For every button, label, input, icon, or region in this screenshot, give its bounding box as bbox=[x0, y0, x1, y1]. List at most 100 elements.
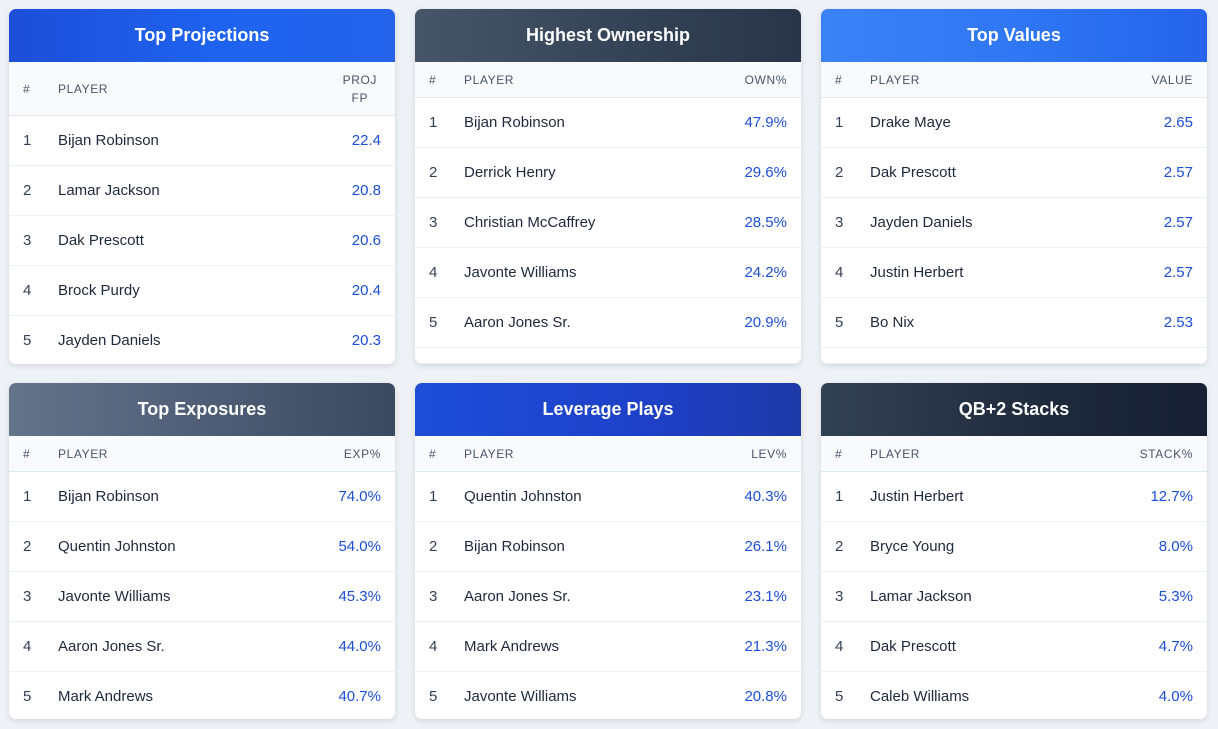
table-row: 1 Bijan Robinson 22.4 bbox=[9, 116, 395, 166]
column-header-value-line1: PROJ bbox=[342, 72, 377, 87]
value-cell: 20.6 bbox=[351, 232, 381, 249]
player-cell: Aaron Jones Sr. bbox=[58, 638, 165, 655]
value-cell: 29.6% bbox=[744, 164, 787, 181]
player-cell: Caleb Williams bbox=[870, 688, 970, 705]
rank-cell: 3 bbox=[23, 232, 32, 249]
player-cell: Bijan Robinson bbox=[464, 538, 565, 555]
rank-cell: 4 bbox=[23, 638, 32, 655]
column-header-player: PLAYER bbox=[870, 446, 921, 461]
player-cell: Dak Prescott bbox=[870, 638, 956, 655]
column-header-value: EXP% bbox=[343, 446, 381, 461]
table-row: 5 Aaron Jones Sr. 20.9% bbox=[415, 298, 801, 348]
value-cell: 40.7% bbox=[338, 688, 381, 705]
table-body: 1 Justin Herbert 12.7% 2 Bryce Young 8.0… bbox=[821, 472, 1207, 719]
column-header-player: PLAYER bbox=[464, 446, 515, 461]
card-title: Highest Ownership bbox=[415, 9, 801, 62]
player-cell: Dak Prescott bbox=[58, 232, 144, 249]
value-cell: 20.4 bbox=[351, 282, 381, 299]
table-row: 5 Javonte Williams 20.8% bbox=[415, 672, 801, 719]
rank-cell: 1 bbox=[835, 488, 844, 505]
table-row: 4 Brock Purdy 20.4 bbox=[9, 266, 395, 316]
dashboard-grid: Top Projections # PLAYER PROJ FP 1 Bijan… bbox=[9, 9, 1207, 719]
player-cell: Aaron Jones Sr. bbox=[464, 314, 571, 331]
rank-cell: 5 bbox=[835, 314, 844, 331]
card-title: Top Projections bbox=[9, 9, 395, 62]
player-cell: Aaron Jones Sr. bbox=[464, 588, 571, 605]
column-header-rank: # bbox=[429, 72, 437, 87]
table-row: 2 Derrick Henry 29.6% bbox=[415, 148, 801, 198]
value-cell: 5.3% bbox=[1158, 588, 1193, 605]
table-row: 2 Dak Prescott 2.57 bbox=[821, 148, 1207, 198]
rank-cell: 5 bbox=[835, 688, 844, 705]
player-cell: Javonte Williams bbox=[58, 588, 171, 605]
table-header: # PLAYER OWN% bbox=[415, 62, 801, 98]
table-row: 4 Mark Andrews 21.3% bbox=[415, 622, 801, 672]
value-cell: 2.65 bbox=[1163, 114, 1193, 131]
value-cell: 20.8% bbox=[744, 688, 787, 705]
card-title: Top Exposures bbox=[9, 383, 395, 436]
rank-cell: 2 bbox=[835, 538, 844, 555]
column-header-rank: # bbox=[835, 446, 843, 461]
table-row: 3 Aaron Jones Sr. 23.1% bbox=[415, 572, 801, 622]
value-cell: 23.1% bbox=[744, 588, 787, 605]
column-header-player: PLAYER bbox=[464, 72, 515, 87]
table-row: 2 Bijan Robinson 26.1% bbox=[415, 522, 801, 572]
card-top-values: Top Values # PLAYER VALUE 1 Drake Maye 2… bbox=[821, 9, 1207, 364]
column-header-player: PLAYER bbox=[870, 72, 921, 87]
player-cell: Brock Purdy bbox=[58, 282, 140, 299]
value-cell: 22.4 bbox=[351, 132, 381, 149]
value-cell: 40.3% bbox=[744, 488, 787, 505]
table-row: 5 Mark Andrews 40.7% bbox=[9, 672, 395, 719]
table-header: # PLAYER LEV% bbox=[415, 436, 801, 472]
table-row: 4 Justin Herbert 2.57 bbox=[821, 248, 1207, 298]
column-header-rank: # bbox=[835, 72, 843, 87]
column-header-value: PROJ FP bbox=[343, 71, 395, 107]
rank-cell: 1 bbox=[429, 114, 438, 131]
value-cell: 28.5% bbox=[744, 214, 787, 231]
rank-cell: 4 bbox=[835, 264, 844, 281]
rank-cell: 3 bbox=[429, 214, 438, 231]
column-header-value: LEV% bbox=[751, 446, 787, 461]
rank-cell: 2 bbox=[23, 182, 32, 199]
player-cell: Drake Maye bbox=[870, 114, 951, 131]
column-header-rank: # bbox=[23, 446, 31, 461]
rank-cell: 3 bbox=[429, 588, 438, 605]
rank-cell: 1 bbox=[429, 488, 438, 505]
table-row: 5 Caleb Williams 4.0% bbox=[821, 672, 1207, 719]
player-cell: Justin Herbert bbox=[870, 488, 964, 505]
table-row: 4 Aaron Jones Sr. 44.0% bbox=[9, 622, 395, 672]
card-title: QB+2 Stacks bbox=[821, 383, 1207, 436]
value-cell: 4.7% bbox=[1158, 638, 1193, 655]
player-cell: Lamar Jackson bbox=[870, 588, 972, 605]
rank-cell: 1 bbox=[23, 132, 32, 149]
rank-cell: 4 bbox=[429, 264, 438, 281]
value-cell: 2.57 bbox=[1163, 164, 1193, 181]
table-row: 3 Dak Prescott 20.6 bbox=[9, 216, 395, 266]
value-cell: 2.53 bbox=[1163, 314, 1193, 331]
column-header-value: STACK% bbox=[1139, 446, 1193, 461]
table-body: 1 Quentin Johnston 40.3% 2 Bijan Robinso… bbox=[415, 472, 801, 719]
rank-cell: 3 bbox=[835, 214, 844, 231]
table-row: 1 Bijan Robinson 74.0% bbox=[9, 472, 395, 522]
rank-cell: 4 bbox=[429, 638, 438, 655]
player-cell: Javonte Williams bbox=[464, 264, 577, 281]
column-header-value: OWN% bbox=[744, 72, 787, 87]
rank-cell: 2 bbox=[23, 538, 32, 555]
value-cell: 44.0% bbox=[338, 638, 381, 655]
value-cell: 2.57 bbox=[1163, 214, 1193, 231]
table-row: 3 Javonte Williams 45.3% bbox=[9, 572, 395, 622]
card-highest-ownership: Highest Ownership # PLAYER OWN% 1 Bijan … bbox=[415, 9, 801, 364]
table-body: 1 Bijan Robinson 47.9% 2 Derrick Henry 2… bbox=[415, 98, 801, 364]
column-header-value: VALUE bbox=[1151, 72, 1193, 87]
player-cell: Derrick Henry bbox=[464, 164, 556, 181]
rank-cell: 3 bbox=[835, 588, 844, 605]
rank-cell: 2 bbox=[835, 164, 844, 181]
rank-cell: 5 bbox=[429, 688, 438, 705]
player-cell: Justin Herbert bbox=[870, 264, 964, 281]
table-row: 4 Javonte Williams 24.2% bbox=[415, 248, 801, 298]
value-cell: 24.2% bbox=[744, 264, 787, 281]
column-header-value-line2: FP bbox=[351, 90, 369, 105]
column-header-player: PLAYER bbox=[58, 81, 109, 96]
card-title: Top Values bbox=[821, 9, 1207, 62]
value-cell: 12.7% bbox=[1150, 488, 1193, 505]
